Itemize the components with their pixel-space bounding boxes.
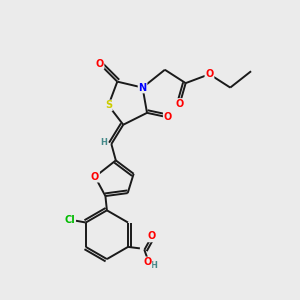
- Text: O: O: [143, 257, 152, 267]
- Text: O: O: [95, 59, 104, 69]
- Text: O: O: [148, 232, 156, 242]
- Text: H: H: [150, 261, 157, 270]
- Text: O: O: [205, 69, 214, 79]
- Text: S: S: [105, 100, 112, 110]
- Text: Cl: Cl: [64, 214, 75, 224]
- Text: O: O: [91, 172, 99, 182]
- Text: H: H: [100, 138, 107, 147]
- Text: O: O: [176, 99, 184, 109]
- Text: N: N: [139, 82, 147, 93]
- Text: O: O: [164, 112, 172, 122]
